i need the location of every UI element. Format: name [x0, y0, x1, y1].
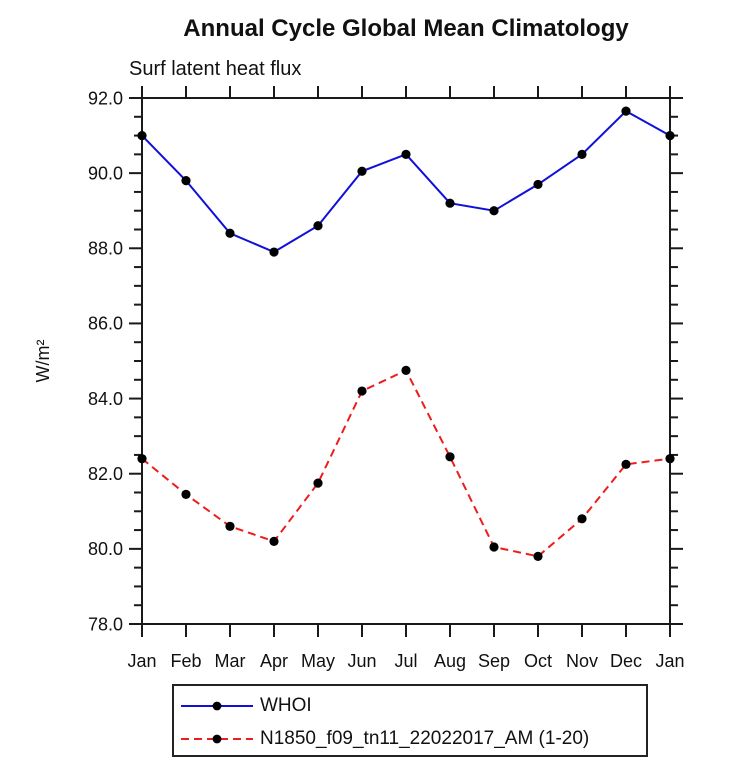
y-tick-label: 92.0 [88, 88, 123, 108]
series-1-marker [269, 536, 279, 546]
series-0-marker [577, 149, 587, 159]
series-1-marker [533, 551, 543, 561]
series-0-marker [621, 106, 631, 116]
chart-subtitle: Surf latent heat flux [129, 58, 302, 80]
series-0-marker [181, 176, 191, 186]
x-tick-label: Apr [260, 651, 288, 671]
series-1-marker [137, 454, 147, 464]
x-tick-label: Jul [394, 651, 417, 671]
y-tick-label: 84.0 [88, 389, 123, 409]
y-tick-label: 78.0 [88, 614, 123, 634]
y-tick-label: 88.0 [88, 239, 123, 259]
series-0-marker [665, 130, 675, 141]
x-tick-label: Sep [478, 651, 510, 671]
y-tick-label: 82.0 [88, 464, 123, 484]
x-tick-label: Aug [434, 651, 466, 671]
legend-item-model: N1850_f09_tn11_22022017_AM (1-20) [179, 722, 646, 755]
legend-swatch-marker [212, 734, 222, 743]
series-1-marker [577, 514, 587, 524]
chart-title: Annual Cycle Global Mean Climatology [183, 15, 629, 42]
legend-swatch-marker [212, 701, 222, 710]
series-0-line [141, 109, 671, 254]
x-tick-label: Jan [127, 651, 156, 671]
series-1-marker [225, 521, 235, 531]
series-1-line [141, 369, 671, 558]
series-1-marker [445, 452, 455, 462]
x-tick-label: Jan [655, 651, 684, 671]
x-tick-label: Oct [524, 651, 552, 671]
x-tick-label: Jun [347, 651, 376, 671]
legend: WHOI N1850_f09_tn11_22022017_AM (1-20) [172, 684, 648, 757]
series-1-marker [489, 542, 499, 552]
series-0-marker [533, 179, 543, 190]
series-0-marker [137, 130, 147, 141]
plot-box [141, 97, 671, 625]
series-1-marker [313, 478, 323, 488]
series-0-marker [357, 166, 367, 176]
series-0-marker [225, 228, 235, 238]
x-tick-label: Feb [170, 651, 201, 671]
y-tick-label: 86.0 [88, 314, 123, 334]
series-1-marker [665, 454, 675, 464]
series-0-marker [445, 198, 455, 208]
legend-label: WHOI [260, 694, 312, 716]
series-0-marker [313, 221, 323, 231]
x-tick-label: Mar [215, 651, 246, 671]
series-1-marker [621, 459, 631, 469]
series-0-marker [269, 247, 279, 257]
legend-item-whoi: WHOI [179, 689, 646, 722]
x-tick-label: May [301, 651, 335, 671]
x-tick-label: Dec [610, 651, 642, 671]
whoi-line-swatch [181, 701, 253, 710]
x-tick-label: Nov [566, 651, 598, 671]
series-0-marker [489, 206, 499, 216]
series-1-marker [357, 386, 367, 396]
series-0-marker [401, 149, 411, 159]
y-tick-label: 90.0 [88, 163, 123, 183]
model-line-swatch [181, 734, 253, 743]
y-tick-label: 80.0 [88, 539, 123, 559]
series-1-marker [181, 489, 191, 499]
series-1-marker [401, 365, 411, 375]
legend-label: N1850_f09_tn11_22022017_AM (1-20) [260, 727, 590, 749]
